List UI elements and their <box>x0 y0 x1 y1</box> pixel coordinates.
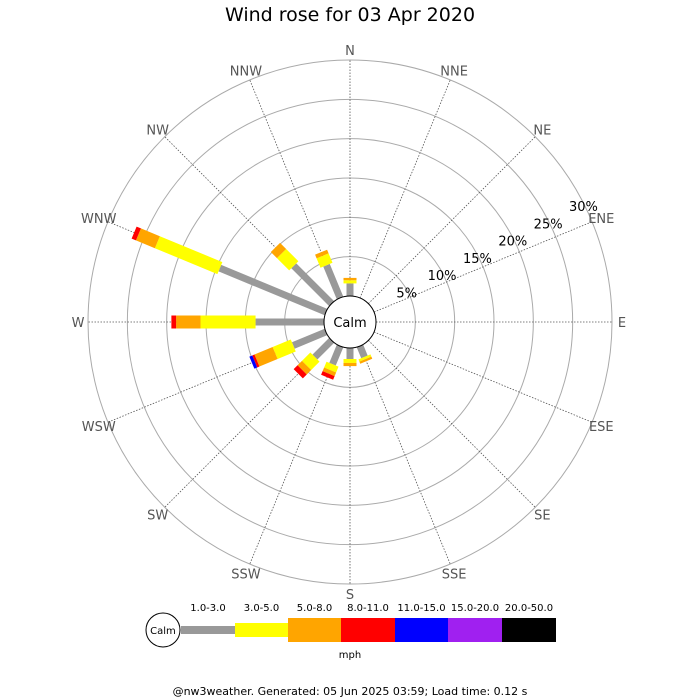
spoke-SSE <box>359 345 451 565</box>
legend-calm-circle <box>145 612 181 648</box>
bar-WSW-8.0-11.0 <box>252 354 260 368</box>
direction-label-E: E <box>618 316 626 331</box>
ring-25% <box>126 98 574 546</box>
calm-center-group: Calm <box>323 295 377 349</box>
bar-WSW-11.0-15.0 <box>249 355 258 369</box>
legend-swatch-8.0-11.0 <box>341 618 395 642</box>
bar-SSW-8.0-11.0 <box>321 371 335 380</box>
bar-WSW-3.0-5.0 <box>272 339 296 360</box>
direction-label-NW: NW <box>146 124 169 139</box>
ring-label-15%: 15% <box>463 252 492 267</box>
legend-label-3.0-5.0: 3.0-5.0 <box>244 603 279 614</box>
bar-SW-8.0-11.0 <box>293 365 307 379</box>
bar-NNW-5.0-8.0 <box>315 249 329 259</box>
ring-label-20%: 20% <box>498 235 527 250</box>
calm-label: Calm <box>333 316 366 331</box>
legend-swatch-3.0-5.0 <box>235 623 288 637</box>
legend-swatch-5.0-8.0 <box>288 618 341 642</box>
direction-label-ESE: ESE <box>589 420 614 435</box>
spoke-ENE <box>373 221 593 313</box>
bar-NNW-3.0-5.0 <box>316 253 333 268</box>
bar-NW-3.0-5.0 <box>276 248 299 271</box>
bar-SSW-5.0-8.0 <box>322 367 337 377</box>
direction-label-group: N NNE NE ENE E ESE SE SSE S SSW SW WSW W WNW NW NNW <box>72 44 627 603</box>
ring-30% <box>87 59 613 585</box>
legend-swatch-11.0-15.0 <box>395 618 448 642</box>
direction-label-NNW: NNW <box>230 65 262 80</box>
direction-label-NNE: NNE <box>440 65 468 80</box>
legend-label-11.0-15.0: 11.0-15.0 <box>397 603 445 614</box>
spoke-NNE <box>359 79 451 299</box>
bar-NNW-1.0-3.0 <box>323 263 344 300</box>
legend-unit: mph <box>339 650 361 661</box>
legend-label-15.0-20.0: 15.0-20.0 <box>451 603 499 614</box>
bar-WNW-1.0-3.0 <box>218 264 328 316</box>
direction-label-NE: NE <box>533 124 551 139</box>
legend-label-5.0-8.0: 5.0-8.0 <box>297 603 332 614</box>
legend-label-1.0-3.0: 1.0-3.0 <box>190 603 225 614</box>
bar-SSW-1.0-3.0 <box>329 344 344 366</box>
legend-label-20.0-50.0: 20.0-50.0 <box>505 603 553 614</box>
bar-SSE-3.0-5.0 <box>358 354 372 362</box>
bar-SW-5.0-8.0 <box>297 360 312 375</box>
spoke-ESE <box>373 331 593 423</box>
spoke-NE <box>368 136 536 304</box>
legend-swatch-15.0-20.0 <box>448 618 502 642</box>
ring-label-30%: 30% <box>569 200 598 215</box>
bar-SW-1.0-3.0 <box>312 337 335 360</box>
direction-label-ENE: ENE <box>588 212 614 227</box>
bar-SW-3.0-5.0 <box>301 352 320 371</box>
direction-label-SSW: SSW <box>231 567 261 582</box>
ring-label-10%: 10% <box>428 269 457 284</box>
spoke-SSW <box>249 345 341 565</box>
bar-SSE-1.0-3.0 <box>356 344 368 359</box>
legend-group: Calm 1.0-3.0 3.0-5.0 5.0-8.0 8.0-11.0 11.0-15… <box>145 603 556 661</box>
direction-label-SW: SW <box>147 508 168 523</box>
bar-WNW-8.0-11.0 <box>131 226 141 241</box>
chart-title: Wind rose for 03 Apr 2020 <box>224 4 476 26</box>
bar-WSW-1.0-3.0 <box>291 328 328 349</box>
ring-label-group: 5% 10% 15% 20% 25% 30% <box>396 200 598 301</box>
bar-WNW-3.0-5.0 <box>154 236 223 275</box>
footer-text: @nw3weather. Generated: 05 Jun 2025 03:5… <box>172 685 528 698</box>
bar-NW-5.0-8.0 <box>270 242 287 259</box>
direction-label-SE: SE <box>534 508 550 523</box>
direction-label-W: W <box>72 316 85 331</box>
bar-SSW-3.0-5.0 <box>324 361 339 373</box>
legend-calm-label: Calm <box>150 626 176 637</box>
direction-label-N: N <box>345 44 355 59</box>
bar-WNW-5.0-8.0 <box>135 228 160 249</box>
legend-swatch-20.0-50.0 <box>502 618 556 642</box>
legend-label-8.0-11.0: 8.0-11.0 <box>347 603 389 614</box>
calm-circle <box>323 295 377 349</box>
legend-swatch-1.0-3.0 <box>181 626 235 634</box>
ring-label-5%: 5% <box>396 286 417 301</box>
bar-NW-1.0-3.0 <box>291 263 335 307</box>
bar-WSW-5.0-8.0 <box>254 347 278 367</box>
direction-label-WSW: WSW <box>82 420 116 435</box>
direction-label-SSE: SSE <box>442 567 467 582</box>
direction-label-S: S <box>346 588 354 603</box>
bar-SSE-5.0-8.0 <box>359 356 373 364</box>
bar-group <box>131 226 373 380</box>
spoke-SE <box>368 340 536 508</box>
direction-label-WNW: WNW <box>81 212 117 227</box>
ring-label-25%: 25% <box>534 217 563 232</box>
